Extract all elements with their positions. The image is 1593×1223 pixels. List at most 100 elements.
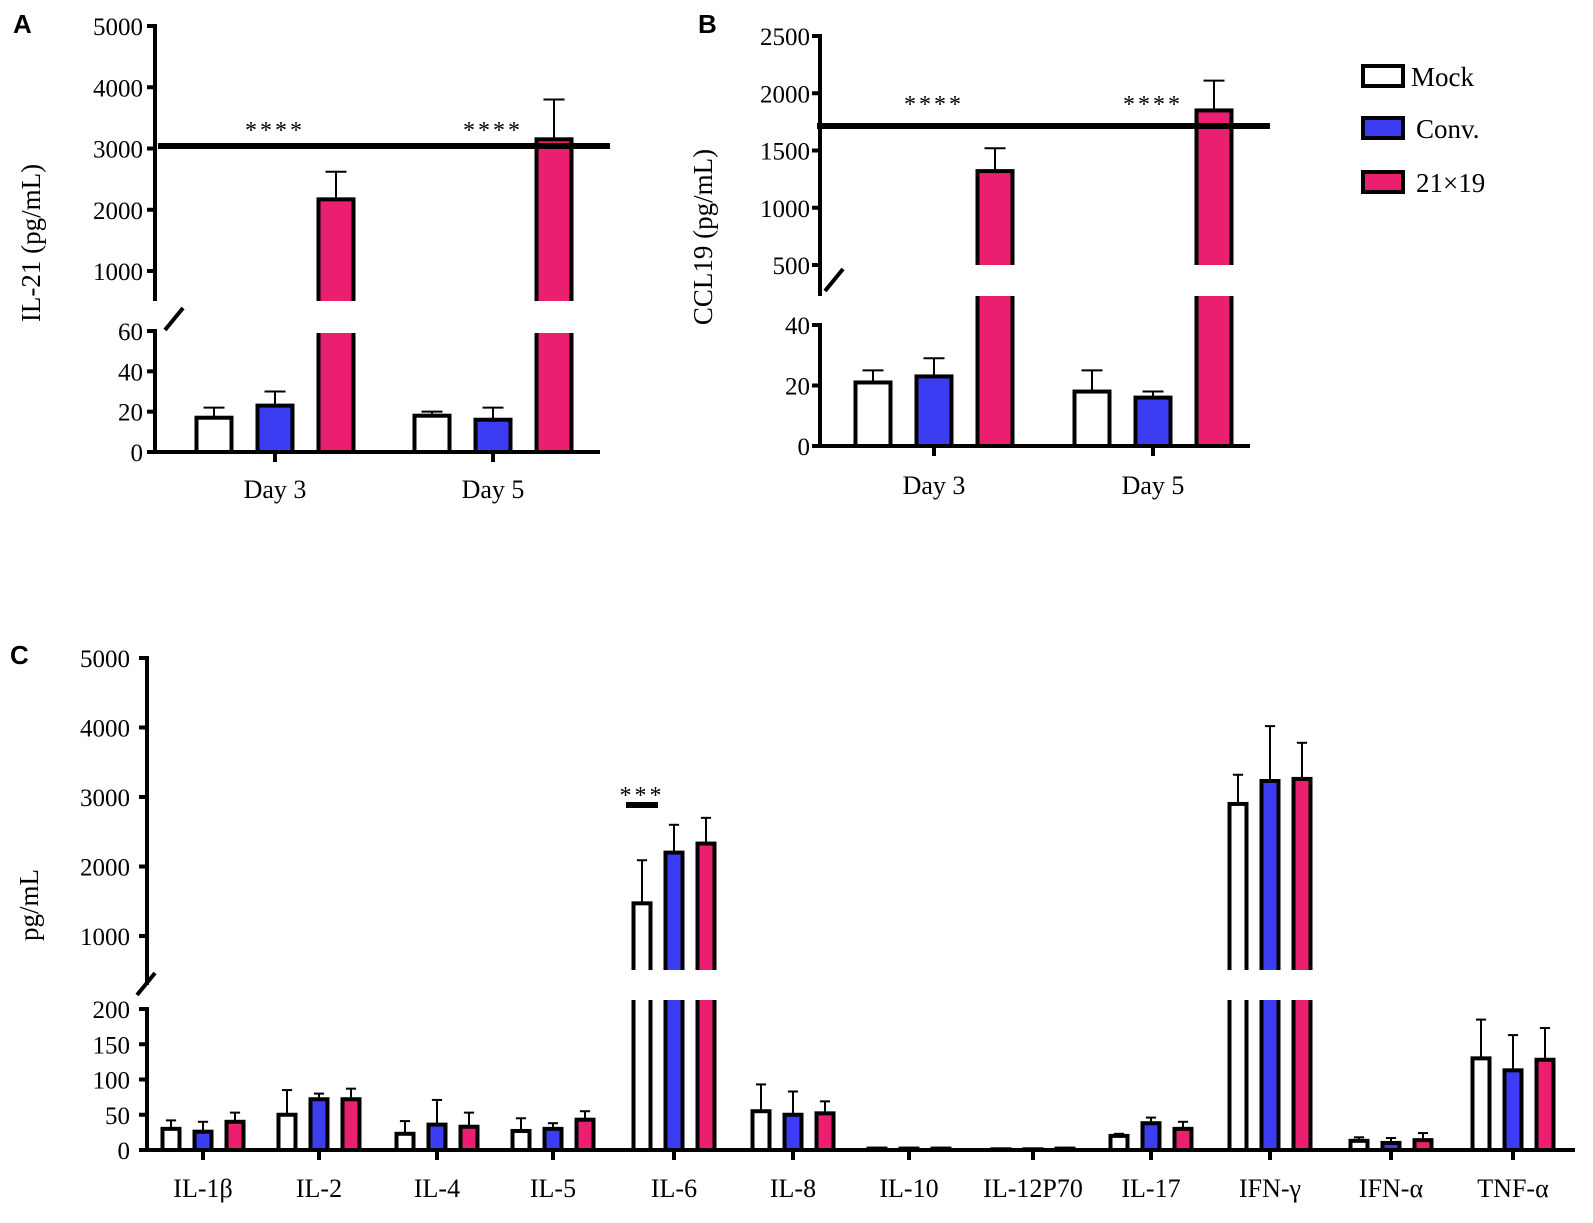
y-tick-label-c-lower-1: 50 [105, 1103, 130, 1130]
y-tick-label-c-lower-4: 200 [93, 997, 131, 1024]
bar-c-mock-2 [394, 1131, 416, 1153]
axis-break-mark-c [135, 971, 157, 997]
bar-c-mock-11 [1470, 1056, 1492, 1152]
axis-break-gap-b [824, 265, 1254, 296]
panel-label-c: C [10, 640, 29, 670]
panel-label-a: A [13, 9, 32, 39]
bar-a-conv-0 [255, 403, 295, 455]
significance-bar-c-0 [626, 802, 658, 808]
axis-break-mark-a [163, 306, 185, 332]
bar-c-cart-0 [224, 1119, 246, 1153]
legend-swatch-conv [1361, 116, 1405, 140]
bar-b-mock-0 [853, 380, 893, 449]
y-axis-title-a: IL-21 (pg/mL) [16, 164, 46, 322]
significance-label-b-1: **** [1123, 92, 1183, 118]
x-category-label-c-6: IL-10 [879, 1174, 938, 1203]
bar-c-conv-8 [1140, 1121, 1162, 1152]
bar-c-conv-0 [192, 1129, 214, 1153]
x-category-label-a-0: Day 3 [244, 475, 307, 504]
bar-b-cart-0 [975, 169, 1015, 449]
y-tick-label-a-upper-2: 3000 [93, 137, 143, 164]
bar-c-cart-2 [458, 1124, 480, 1152]
y-axis-title-c: pg/mL [14, 869, 44, 941]
significance-label-c-0: *** [620, 783, 665, 809]
bar-c-cart-8 [1172, 1126, 1194, 1152]
legend-label-mock: Mock [1411, 62, 1474, 92]
bar-c-conv-9 [1259, 779, 1281, 1152]
y-tick-label-b-upper-0: 500 [773, 253, 811, 280]
y-tick-label-b-lower-2: 40 [785, 313, 810, 340]
x-category-label-c-1: IL-2 [296, 1174, 342, 1203]
significance-bar-b-1 [1036, 123, 1270, 129]
bar-a-mock-0 [194, 415, 234, 455]
y-tick-label-a-lower-1: 20 [118, 400, 143, 427]
bar-b-conv-0 [914, 374, 954, 448]
y-tick-label-c-lower-2: 100 [93, 1068, 131, 1095]
y-tick-label-b-upper-3: 2000 [760, 81, 810, 108]
x-category-label-c-0: IL-1β [173, 1174, 232, 1203]
y-tick-label-a-upper-1: 2000 [93, 198, 143, 225]
bar-c-mock-3 [510, 1128, 532, 1152]
significance-label-b-0: **** [904, 92, 964, 118]
axis-break-mark-b [823, 267, 845, 293]
y-tick-label-b-upper-1: 1000 [760, 196, 810, 223]
y-tick-label-c-upper-2: 3000 [80, 785, 130, 812]
significance-bar-a-1 [376, 143, 610, 149]
x-category-label-c-4: IL-6 [651, 1174, 697, 1203]
bar-c-cart-5 [814, 1111, 836, 1152]
bar-c-mock-0 [160, 1126, 182, 1152]
x-category-label-c-5: IL-8 [770, 1174, 816, 1203]
y-tick-label-c-lower-3: 150 [93, 1032, 131, 1059]
bar-c-conv-11 [1502, 1068, 1524, 1152]
bar-c-conv-4 [663, 850, 685, 1152]
significance-label-a-1: **** [463, 118, 523, 144]
bar-a-mock-1 [412, 413, 452, 455]
x-category-label-c-2: IL-4 [414, 1174, 460, 1203]
bar-c-conv-3 [542, 1126, 564, 1152]
bar-a-conv-1 [473, 417, 513, 455]
y-tick-label-c-upper-4: 5000 [80, 646, 130, 673]
x-category-label-c-10: IFN-α [1359, 1174, 1424, 1203]
bar-c-conv-1 [308, 1097, 330, 1152]
y-tick-label-a-lower-0: 0 [131, 440, 144, 467]
bar-c-cart-1 [340, 1097, 362, 1152]
bar-b-conv-1 [1133, 395, 1173, 449]
y-tick-label-a-upper-4: 5000 [93, 14, 143, 41]
legend-label-conv: Conv. [1416, 114, 1480, 144]
y-tick-label-c-upper-1: 2000 [80, 855, 130, 882]
bar-c-mock-4 [631, 901, 653, 1153]
y-tick-label-c-lower-0: 0 [118, 1138, 131, 1165]
bar-c-conv-5 [782, 1112, 804, 1152]
significance-bar-b-0 [817, 123, 1051, 129]
x-category-label-c-8: IL-17 [1121, 1174, 1180, 1203]
y-tick-label-c-upper-3: 4000 [80, 716, 130, 743]
y-tick-label-a-upper-3: 4000 [93, 75, 143, 102]
panel-label-b: B [698, 9, 717, 39]
x-category-label-c-7: IL-12P70 [983, 1174, 1083, 1203]
legend-swatch-mock [1361, 64, 1405, 88]
y-tick-label-b-lower-1: 20 [785, 374, 810, 401]
bar-c-conv-2 [426, 1122, 448, 1152]
y-tick-label-a-upper-0: 1000 [93, 259, 143, 286]
y-axis-title-b: CCL19 (pg/mL) [688, 149, 718, 325]
y-tick-label-b-upper-4: 2500 [760, 24, 810, 51]
x-category-label-c-3: IL-5 [530, 1174, 576, 1203]
bar-c-cart-11 [1534, 1057, 1556, 1153]
y-tick-label-b-lower-0: 0 [798, 434, 811, 461]
bar-c-mock-8 [1108, 1133, 1130, 1153]
y-tick-label-c-upper-0: 1000 [80, 924, 130, 951]
y-tick-label-b-upper-2: 1500 [760, 139, 810, 166]
significance-bar-a-0 [158, 143, 392, 149]
legend-label-cart: 21×19 [1416, 168, 1485, 198]
x-category-label-c-11: TNF-α [1477, 1174, 1549, 1203]
bar-b-mock-1 [1072, 389, 1112, 448]
x-category-label-b-0: Day 3 [903, 471, 966, 500]
bar-c-mock-1 [276, 1112, 298, 1152]
y-tick-label-a-lower-2: 40 [118, 359, 143, 386]
x-category-label-b-1: Day 5 [1122, 471, 1185, 500]
bar-c-cart-9 [1291, 776, 1313, 1152]
x-category-label-a-1: Day 5 [462, 475, 525, 504]
axis-break-gap-c [151, 970, 1579, 1000]
significance-label-a-0: **** [245, 118, 305, 144]
